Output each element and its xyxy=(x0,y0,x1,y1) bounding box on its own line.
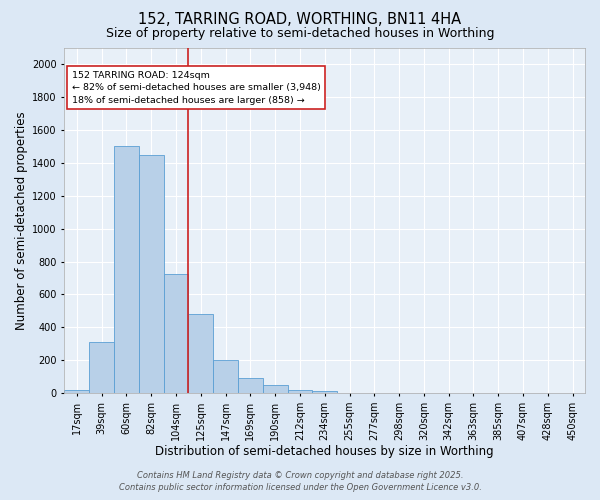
Bar xyxy=(89,342,114,393)
Bar xyxy=(213,360,238,393)
Text: Size of property relative to semi-detached houses in Worthing: Size of property relative to semi-detach… xyxy=(106,28,494,40)
Bar xyxy=(313,391,337,393)
Bar xyxy=(64,390,89,393)
Y-axis label: Number of semi-detached properties: Number of semi-detached properties xyxy=(15,111,28,330)
Bar xyxy=(263,385,287,393)
Bar xyxy=(238,378,263,393)
Bar xyxy=(114,146,139,393)
Bar xyxy=(139,154,164,393)
Text: 152 TARRING ROAD: 124sqm
← 82% of semi-detached houses are smaller (3,948)
18% o: 152 TARRING ROAD: 124sqm ← 82% of semi-d… xyxy=(72,70,321,104)
Text: Contains HM Land Registry data © Crown copyright and database right 2025.
Contai: Contains HM Land Registry data © Crown c… xyxy=(119,471,481,492)
Bar xyxy=(164,274,188,393)
Bar xyxy=(287,390,313,393)
X-axis label: Distribution of semi-detached houses by size in Worthing: Distribution of semi-detached houses by … xyxy=(155,444,494,458)
Text: 152, TARRING ROAD, WORTHING, BN11 4HA: 152, TARRING ROAD, WORTHING, BN11 4HA xyxy=(139,12,461,28)
Bar xyxy=(188,314,213,393)
